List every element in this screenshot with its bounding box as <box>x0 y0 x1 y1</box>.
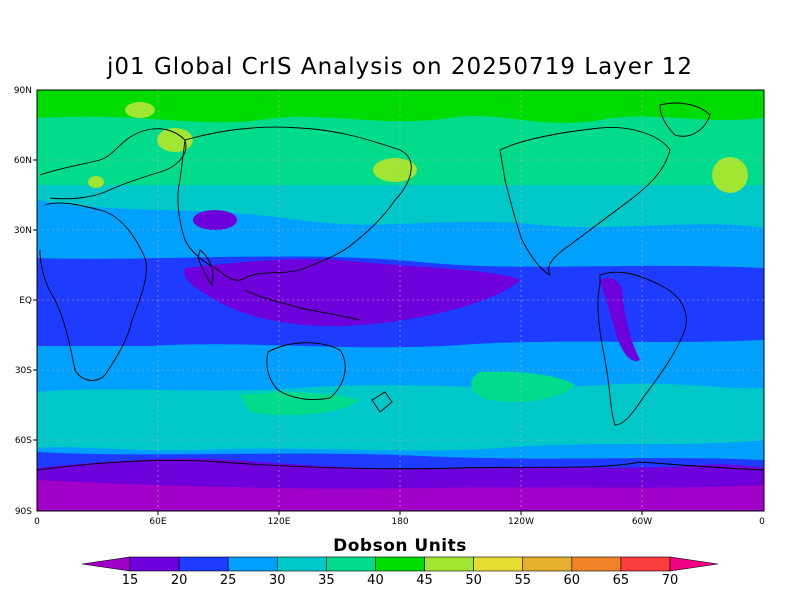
coast-asia <box>177 126 412 281</box>
colorbar-label: 55 <box>514 573 531 588</box>
colorbar-swatch <box>129 556 180 572</box>
lat-label: 30S <box>15 366 32 376</box>
lat-label: EQ <box>19 296 32 306</box>
coast-seasia <box>244 289 361 321</box>
colorbar-swatch <box>375 556 425 572</box>
colorbar-swatch <box>326 556 376 572</box>
colorbar-label: 30 <box>269 573 286 588</box>
colorbar-swatch <box>178 556 229 572</box>
coast-greenland <box>659 102 711 137</box>
colorbar-swatch <box>522 556 573 572</box>
lon-label: 120E <box>268 517 291 527</box>
colorbar-label: 70 <box>662 573 679 588</box>
coast-northamerica <box>499 127 671 277</box>
band-south-40-a <box>471 371 575 402</box>
lon-label: 0 <box>34 517 40 527</box>
colorbar-label: 65 <box>613 573 630 588</box>
ozone-max-arctic <box>125 102 155 118</box>
colorbar: 15 20 25 30 35 40 45 50 55 60 65 70 <box>81 556 719 588</box>
lat-label: 60S <box>15 436 32 446</box>
gridlines <box>37 90 764 511</box>
colorbar-swatch <box>571 556 622 572</box>
colorbar-label: 40 <box>367 573 384 588</box>
coast-australia <box>266 342 346 401</box>
colorbar-swatch <box>620 556 671 572</box>
colorbar-arrow-left <box>81 556 131 572</box>
lon-label: 0 <box>759 517 765 527</box>
lat-label: 90N <box>14 86 32 96</box>
colorbar-swatch <box>276 556 327 572</box>
band-north-35 <box>37 185 764 228</box>
colorbar-swatch <box>473 556 524 572</box>
band-antarctic-15 <box>37 480 764 511</box>
lat-label: 30N <box>14 226 32 236</box>
lon-label: 120W <box>508 517 534 527</box>
colorbar-title: Dobson Units <box>333 536 467 556</box>
coast-antarctica <box>37 459 764 471</box>
ozone-max-europe <box>157 128 193 152</box>
lon-label: 180 <box>391 517 408 527</box>
ozone-min-tibet <box>193 210 237 230</box>
lon-axis: 0 60E 120E 180 120W 60W 0 <box>34 517 765 527</box>
coast-southamerica <box>597 271 687 426</box>
band-andes-20 <box>600 278 640 361</box>
coast-newzealand <box>371 391 393 413</box>
band-south-35 <box>37 383 764 451</box>
colorbar-label: 25 <box>220 573 237 588</box>
colorbar-label: 20 <box>171 573 188 588</box>
ozone-field <box>37 90 764 511</box>
colorbar-label: 50 <box>465 573 482 588</box>
lat-axis: 90N 60N 30N EQ 30S 60S 90S <box>14 86 32 517</box>
lat-label: 90S <box>15 507 32 517</box>
coastlines <box>37 102 764 471</box>
map-title: j01 Global CrIS Analysis on 20250719 Lay… <box>107 54 693 80</box>
colorbar-swatch <box>227 556 278 572</box>
ozone-max-siberia <box>373 158 417 182</box>
lon-ticks <box>157 511 643 515</box>
band-arctic-45 <box>37 90 764 123</box>
lon-label: 60E <box>149 517 166 527</box>
band-tropics-20 <box>184 259 520 327</box>
colorbar-arrow-right <box>669 556 719 572</box>
colorbar-label: 60 <box>564 573 581 588</box>
coast-india <box>197 249 214 287</box>
colorbar-label: 35 <box>318 573 335 588</box>
lat-label: 60N <box>14 156 32 166</box>
ozone-max-small <box>88 176 104 188</box>
coast-africa <box>39 202 147 381</box>
colorbar-swatch <box>424 556 474 572</box>
lat-ticks <box>33 159 37 441</box>
lon-label: 60W <box>632 517 652 527</box>
ozone-max-atlantic <box>712 157 748 193</box>
colorbar-label: 45 <box>416 573 433 588</box>
colorbar-label: 15 <box>122 573 139 588</box>
